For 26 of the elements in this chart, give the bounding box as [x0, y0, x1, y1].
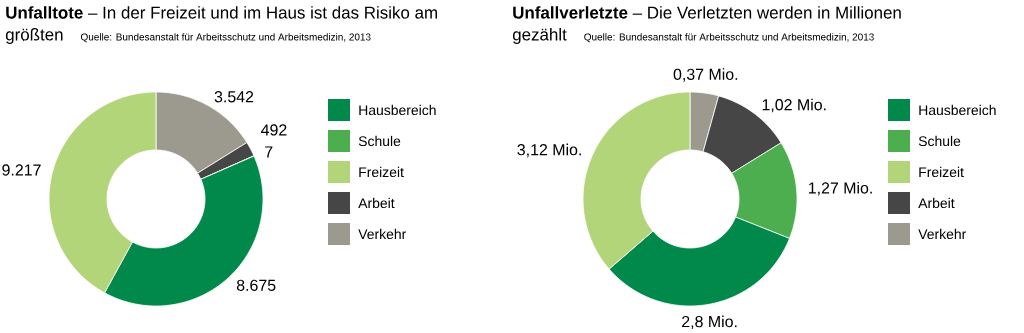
data-label: 492: [261, 124, 287, 136]
legend-label: Freizeit: [919, 166, 964, 178]
legend-label: Hausbereich: [919, 104, 996, 116]
data-label: 0,37 Mio.: [673, 68, 738, 82]
chart-title: gezählt: [512, 28, 567, 44]
legend-label: Schule: [358, 135, 401, 147]
data-label: 8.675: [236, 279, 276, 291]
data-label: 2,8 Mio.: [682, 315, 737, 330]
legend-label: Arbeit: [918, 197, 955, 209]
legend-label: Schule: [918, 135, 961, 147]
chart-title: Unfallverletzte – Die Verletzten werden in Millionen: [513, 6, 901, 19]
chart-title: größten: [5, 28, 63, 44]
legend-label: Verkehr: [918, 228, 967, 240]
data-label: 7: [265, 146, 273, 158]
data-label: 1,27 Mio.: [808, 181, 872, 196]
legend-label: Arbeit: [358, 197, 395, 209]
data-label: 3.542: [214, 91, 254, 103]
chart-subtitle: Quelle: Bundesanstalt für Arbeitsschutz und Arbeitsmedizin, 2013: [80, 33, 371, 43]
legend-label: Freizeit: [359, 166, 404, 178]
data-label: 3,12 Mio.: [517, 143, 581, 158]
legend-label: Verkehr: [358, 228, 407, 240]
legend-label: Hausbereich: [359, 104, 436, 116]
chart-title: Unfalltote – In der Freizeit und im Haus ist das Risiko am: [6, 6, 437, 19]
data-label: 9.217: [2, 164, 41, 176]
chart-subtitle: Quelle: Bundesanstalt für Arbeitsschutz und Arbeitsmedizin, 2013: [584, 33, 874, 43]
data-label: 1,02 Mio.: [762, 98, 826, 113]
